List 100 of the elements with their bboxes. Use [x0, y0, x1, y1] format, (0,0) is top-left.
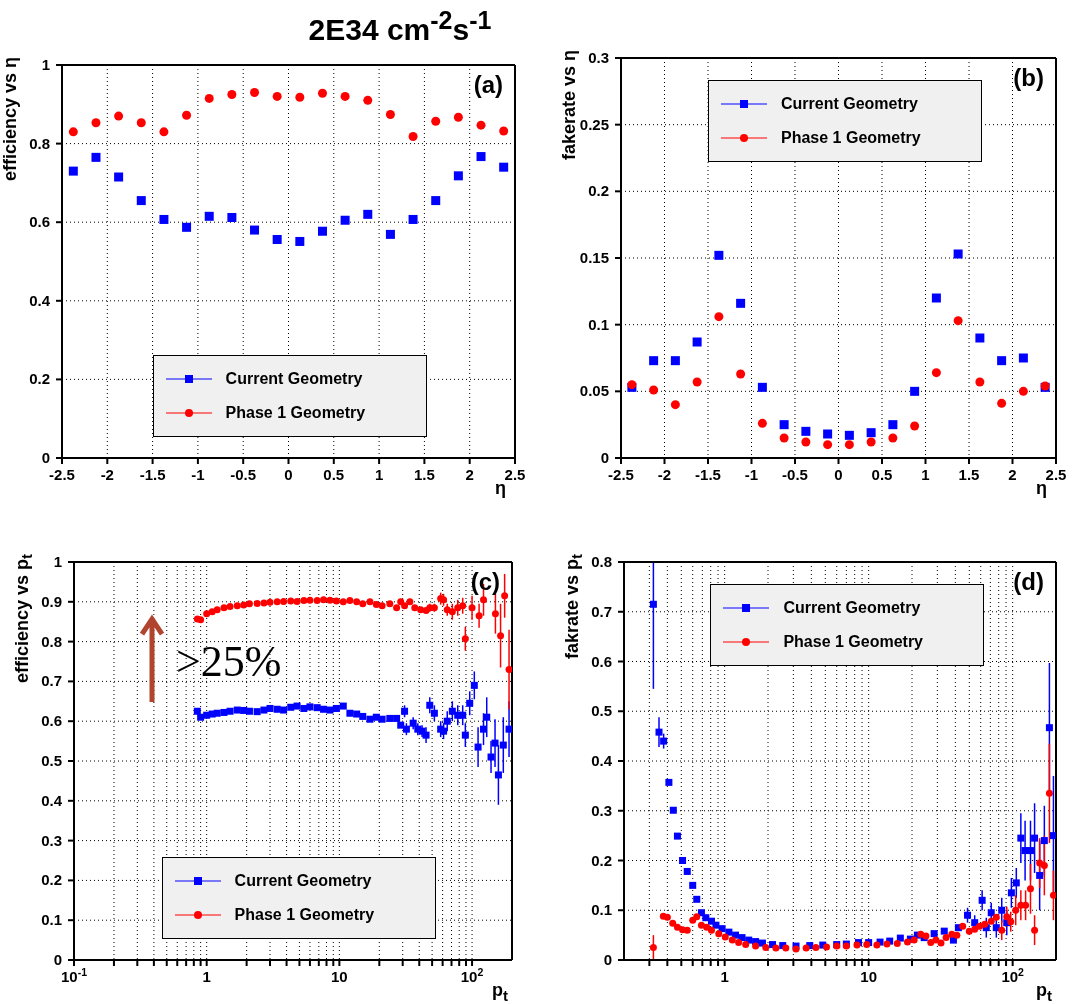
legend-label: Current Geometry	[781, 95, 918, 113]
point	[757, 382, 767, 392]
y-tick-label: 0	[600, 449, 609, 466]
point	[317, 226, 327, 236]
point	[997, 356, 1007, 366]
x-tick-label: -2.5	[49, 466, 75, 483]
legend-label: Phase 1 Geometry	[783, 633, 924, 651]
point	[975, 377, 985, 387]
point	[385, 229, 395, 239]
y-tick-label: 0.6	[41, 712, 62, 730]
point	[182, 110, 192, 120]
point	[68, 127, 78, 137]
y-tick-label: 0.3	[41, 831, 62, 849]
point	[476, 152, 486, 162]
x-tick-label: -1.5	[139, 466, 166, 483]
point	[227, 212, 237, 222]
annotation: (a)	[473, 71, 503, 99]
x-tick-label: 0.5	[323, 466, 345, 483]
y-tick-label: 0.4	[591, 752, 613, 769]
point	[1018, 353, 1028, 363]
point	[997, 398, 1007, 408]
point	[295, 236, 305, 246]
x-tick-label: 0	[284, 466, 293, 483]
x-tick-label: -1	[191, 466, 205, 483]
x-tick-label: -1	[744, 466, 759, 483]
point	[692, 377, 702, 387]
y-tick-label: 0.8	[591, 553, 612, 570]
y-tick-label: 0.5	[41, 752, 62, 769]
annotation: >25%	[176, 636, 282, 687]
x-tick-label: -0.5	[230, 466, 257, 483]
point	[136, 118, 146, 128]
point	[779, 420, 789, 430]
y-tick-label: 0.3	[588, 49, 609, 66]
x-tick-label: -1.5	[695, 466, 721, 483]
point	[649, 385, 659, 395]
x-tick-label: 1.5	[413, 466, 435, 483]
x-tick-label: 2	[1008, 466, 1017, 483]
point	[975, 333, 985, 343]
point	[136, 196, 146, 206]
y-tick-label: 0.8	[41, 632, 62, 650]
y-tick-label: 0.7	[591, 602, 612, 620]
point	[114, 172, 124, 182]
y-tick-label: 0.1	[41, 911, 62, 929]
y-axis-title: efficiency vs η	[0, 57, 21, 182]
y-tick-label: 0.25	[579, 115, 609, 133]
point	[801, 426, 811, 436]
point	[250, 88, 260, 98]
annotation: (d)	[1013, 568, 1044, 596]
point	[692, 337, 702, 347]
y-tick-label: 0	[53, 951, 62, 968]
point	[888, 433, 898, 443]
point	[272, 234, 282, 244]
point	[114, 111, 124, 121]
point	[250, 225, 260, 235]
point	[317, 88, 327, 98]
point	[736, 369, 746, 379]
y-tick-label: 0.2	[588, 182, 609, 200]
point	[910, 421, 920, 431]
x-tick-label: 10$^{2}$	[460, 966, 484, 985]
point	[68, 166, 78, 176]
point	[453, 171, 463, 181]
point	[182, 222, 192, 232]
point	[159, 127, 169, 137]
y-axis-title: fakerate vs η	[559, 50, 580, 161]
point	[295, 92, 305, 102]
point	[866, 428, 876, 438]
point	[363, 95, 373, 105]
x-tick-label: -0.5	[782, 466, 808, 483]
point	[844, 440, 854, 450]
y-tick-label: 0.1	[588, 315, 609, 333]
x-tick-label: 1	[921, 466, 930, 483]
x-axis-title: p$_{t}$	[492, 980, 508, 1004]
y-tick-label: 0.7	[41, 672, 62, 690]
y-tick-label: 0.05	[579, 382, 609, 400]
chart-title: 2E34 cm$^{-2}$s$^{-1}$	[307, 6, 493, 47]
x-tick-label: -2.5	[608, 466, 634, 483]
point	[159, 214, 169, 224]
y-tick-label: 1	[41, 56, 50, 73]
x-tick-label: 1	[202, 968, 211, 985]
legend-label: Phase 1 Geometry	[234, 906, 375, 924]
y-tick-label: 0.6	[29, 213, 50, 231]
y-tick-label: 0.8	[29, 134, 50, 152]
x-tick-label: -2	[657, 466, 672, 483]
x-axis-title: η	[495, 478, 506, 499]
point	[866, 437, 876, 447]
point	[714, 250, 724, 260]
point	[779, 433, 789, 443]
x-tick-label: -2	[100, 466, 114, 483]
legend-label: Current Geometry	[783, 599, 921, 617]
point	[431, 196, 441, 206]
point	[823, 429, 833, 439]
point	[272, 91, 282, 101]
y-tick-label: 0	[603, 951, 612, 968]
y-tick-label: 0.5	[591, 702, 612, 720]
y-tick-label: 0.4	[41, 791, 63, 809]
x-tick-label: 10	[331, 968, 348, 985]
legend-label: Current Geometry	[225, 370, 363, 388]
point	[227, 89, 237, 99]
x-axis-title: η	[1036, 478, 1047, 499]
point	[204, 93, 214, 103]
